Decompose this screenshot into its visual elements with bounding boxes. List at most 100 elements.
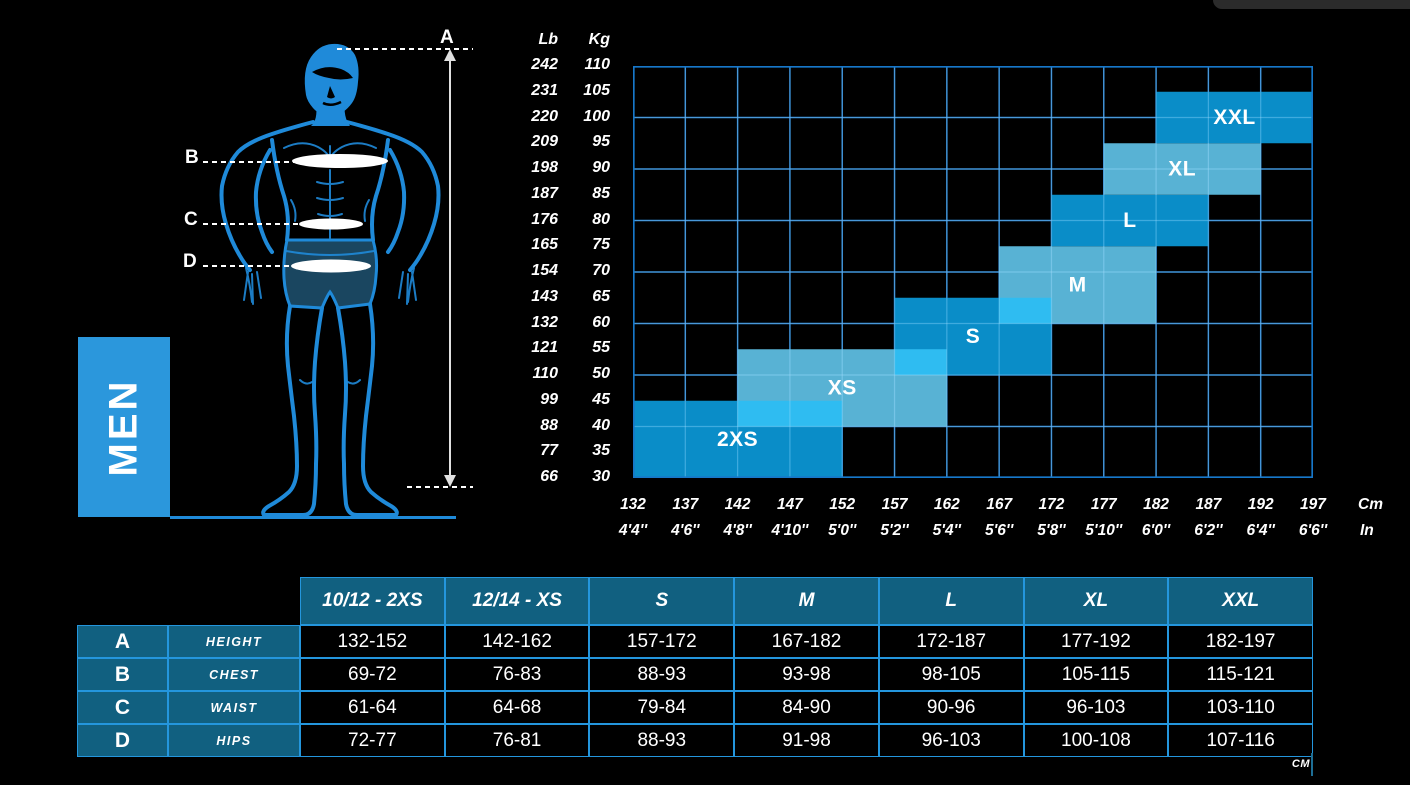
size-region-label-m: M — [1069, 273, 1087, 296]
weight-tick-kg: 70 — [592, 262, 610, 279]
height-arrow-bottom-head — [444, 475, 456, 487]
height-axis-unit-cm: Cm — [1358, 496, 1383, 513]
size-measurement-table: 10/12 - 2XS 12/14 - XS S M L XL XXL A HEIGHT 132-… — [77, 577, 1313, 757]
weight-tick-lb: 176 — [531, 210, 558, 228]
table-value-cell: 172-187 — [878, 625, 1024, 658]
table-value-cell: 107-116 — [1168, 724, 1313, 757]
weight-tick-kg: 55 — [592, 339, 610, 357]
male-figure-illustration — [203, 43, 473, 517]
table-value-cell: 79-84 — [589, 691, 735, 724]
table-value-cell: 157-172 — [589, 625, 735, 658]
hips-point-label: D — [183, 251, 198, 272]
table-row-measure: HEIGHT — [168, 625, 300, 658]
table-size-header: 12/14 - XS — [444, 577, 590, 625]
weight-tick-kg: 45 — [592, 390, 610, 408]
window-corner-decoration — [1213, 0, 1410, 9]
height-tick-cm: 132 — [620, 496, 646, 513]
table-value-cell: 84-90 — [734, 691, 879, 724]
figure-right-leg-outer — [361, 302, 376, 468]
size-overlap-2xs-xs — [737, 400, 843, 427]
table-value-cell: 76-83 — [444, 658, 590, 691]
weight-tick-lb: 132 — [531, 313, 558, 331]
height-tick-in: 4'10'' — [771, 522, 809, 539]
figure-torso-right — [370, 138, 390, 242]
weight-tick-kg: 60 — [592, 313, 610, 331]
height-tick-in: 5'0'' — [828, 522, 857, 539]
size-region-l — [1051, 194, 1209, 247]
table-value-cell: 88-93 — [589, 724, 735, 757]
height-tick-cm: 187 — [1195, 496, 1222, 513]
men-category-badge: MEN — [78, 337, 170, 517]
height-tick-in: 6'6'' — [1298, 522, 1328, 539]
figure-left-leg-outer — [284, 304, 299, 468]
weight-tick-kg: 50 — [592, 365, 610, 382]
table-size-header: S — [589, 577, 735, 625]
table-value-cell: 142-162 — [444, 625, 590, 658]
table-header-spacer — [77, 577, 168, 625]
table-unit-note: CM — [1291, 758, 1310, 770]
height-tick-cm: 147 — [776, 496, 803, 513]
weight-tick-lb: 242 — [531, 56, 558, 73]
height-tick-in: 6'4'' — [1246, 522, 1275, 539]
weight-tick-kg: 65 — [592, 287, 610, 305]
height-tick-in: 4'4'' — [618, 522, 648, 539]
table-value-cell: 132-152 — [300, 625, 445, 658]
figure-right-hand — [398, 267, 417, 305]
table-value-cell: 88-93 — [589, 658, 735, 691]
size-region-label-xs: XS — [828, 376, 857, 399]
weight-tick-kg: 75 — [592, 236, 610, 254]
height-tick-in: 5'8'' — [1037, 522, 1066, 539]
figure-right-foot — [342, 462, 399, 517]
size-region-label-s: S — [966, 325, 981, 348]
height-tick-cm: 192 — [1247, 496, 1274, 513]
height-tick-cm: 152 — [829, 496, 856, 513]
table-row-letter: B — [77, 658, 168, 691]
height-tick-in: 4'8'' — [723, 522, 752, 539]
table-row-letter: D — [77, 724, 168, 757]
table-value-cell: 100-108 — [1023, 724, 1169, 757]
height-tick-cm: 182 — [1143, 496, 1169, 513]
table-value-cell: 103-110 — [1168, 691, 1313, 724]
weight-tick-lb: 231 — [531, 81, 558, 99]
height-tick-cm: 137 — [672, 496, 699, 513]
figure-right-arm-outer — [345, 120, 441, 272]
height-tick-in: 5'10'' — [1085, 522, 1123, 539]
weight-tick-kg: 110 — [584, 56, 610, 73]
table-value-cell: 177-192 — [1023, 625, 1169, 658]
table-value-cell: 167-182 — [734, 625, 879, 658]
table-size-header: XL — [1023, 577, 1169, 625]
size-overlap-s-m — [999, 297, 1052, 324]
figure-left-arm-inner — [253, 148, 274, 254]
weight-unit-lb: Lb — [538, 31, 558, 48]
figure-left-hand — [243, 267, 262, 305]
weight-tick-kg: 30 — [592, 468, 610, 485]
weight-tick-kg: 80 — [592, 210, 610, 228]
table-row-measure: CHEST — [168, 658, 300, 691]
table-row-letter: A — [77, 625, 168, 658]
ground-line — [170, 516, 456, 519]
weight-tick-lb: 121 — [531, 339, 558, 357]
weight-unit-kg: Kg — [588, 31, 610, 48]
weight-tick-kg: 105 — [583, 81, 610, 99]
table-value-cell: 90-96 — [878, 691, 1024, 724]
weight-tick-lb: 220 — [531, 107, 558, 125]
table-value-cell: 76-81 — [444, 724, 590, 757]
table-value-cell: 91-98 — [734, 724, 879, 757]
figure-head — [304, 43, 359, 117]
waist-tape-ellipse — [299, 218, 363, 230]
table-header-spacer — [168, 577, 300, 625]
figure-abs-lines — [290, 169, 370, 239]
figure-right-arm-inner — [386, 148, 407, 254]
size-region-xl — [1103, 143, 1261, 195]
weight-tick-lb: 198 — [531, 159, 558, 176]
figure-left-foot — [261, 462, 318, 517]
weight-tick-lb: 110 — [532, 365, 558, 382]
figure-torso-left — [270, 138, 290, 242]
height-tick-cm: 157 — [881, 496, 908, 513]
height-tick-in: 5'6'' — [984, 522, 1014, 539]
height-axis-unit-in: In — [1360, 522, 1374, 539]
height-tick-cm: 177 — [1090, 496, 1117, 513]
height-tick-in: 5'2'' — [880, 522, 909, 539]
table-value-cell: 69-72 — [300, 658, 445, 691]
